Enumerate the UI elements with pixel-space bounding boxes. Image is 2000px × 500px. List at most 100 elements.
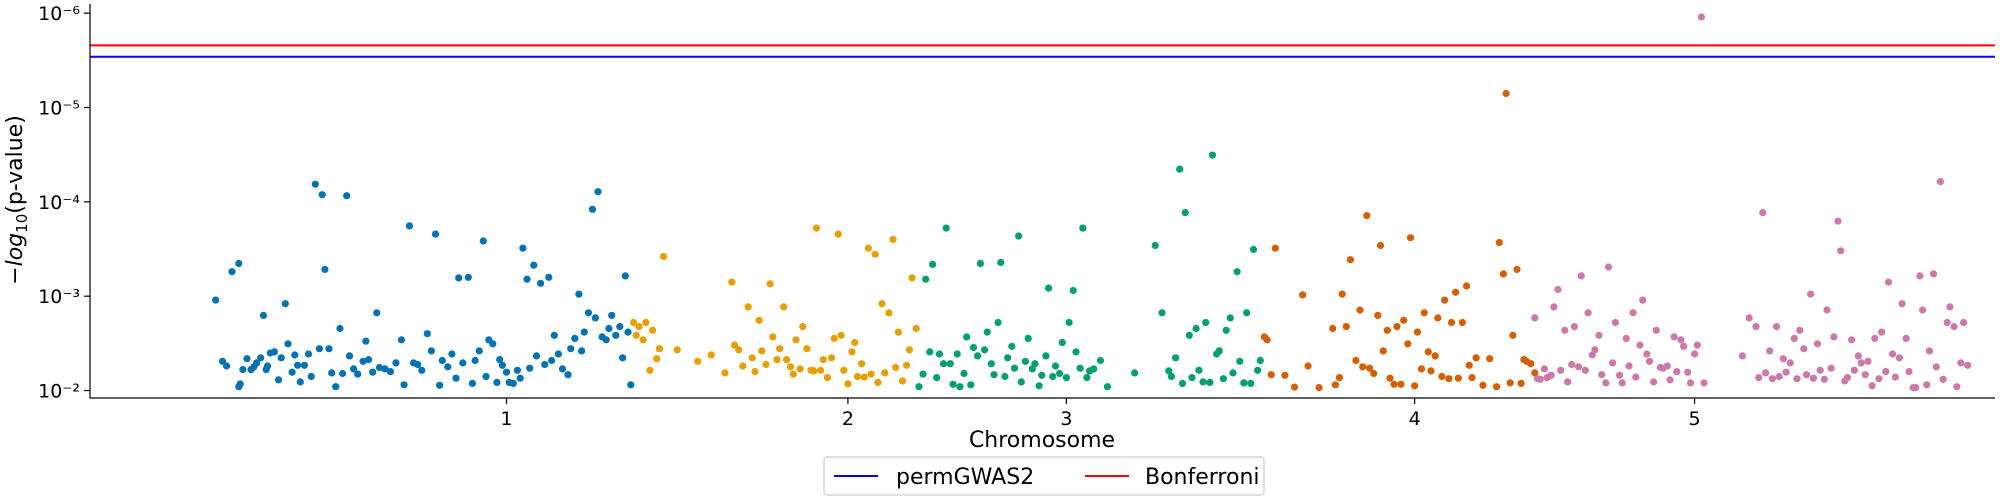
data-point: [1447, 318, 1456, 327]
data-point: [769, 333, 777, 341]
data-point: [1263, 336, 1271, 344]
data-point: [1663, 362, 1671, 370]
data-point: [418, 366, 426, 374]
data-point: [1875, 375, 1883, 383]
data-point: [1008, 342, 1016, 350]
data-point: [1386, 374, 1394, 382]
data-point: [1479, 381, 1487, 389]
data-point: [1346, 256, 1354, 264]
data-point: [1445, 375, 1453, 383]
data-point: [721, 369, 729, 377]
data-point: [1226, 314, 1234, 322]
data-point: [990, 371, 998, 379]
data-point: [1010, 364, 1019, 372]
data-point: [624, 328, 632, 336]
data-point: [575, 290, 583, 298]
y-axis-title: −log10(p-value): [3, 115, 31, 285]
data-point: [1591, 346, 1599, 354]
data-point: [974, 352, 982, 360]
data-point: [864, 244, 873, 252]
data-point: [1192, 324, 1200, 333]
data-point: [1472, 354, 1480, 362]
data-point: [919, 370, 927, 378]
data-point: [1916, 272, 1924, 280]
data-point: [1871, 334, 1879, 342]
data-point: [755, 316, 763, 324]
data-point: [1431, 352, 1439, 360]
data-point: [1957, 359, 1965, 367]
data-point: [1172, 354, 1180, 362]
data-point: [369, 368, 377, 376]
data-point: [1848, 336, 1856, 344]
data-point: [786, 363, 795, 371]
data-point: [1233, 268, 1241, 276]
data-point: [263, 362, 272, 370]
data-point: [1686, 379, 1695, 387]
data-point: [1434, 314, 1442, 322]
data-point: [1953, 383, 1961, 391]
data-point: [827, 354, 836, 362]
data-point: [578, 347, 586, 355]
data-point: [1673, 368, 1681, 376]
data-point: [414, 360, 422, 369]
data-point: [1861, 371, 1869, 379]
data-point: [1338, 290, 1346, 298]
data-point: [328, 369, 336, 377]
data-point: [300, 361, 308, 369]
data-point: [1495, 238, 1503, 247]
axes: [89, 4, 1995, 399]
data-point: [1042, 352, 1050, 360]
data-point: [812, 224, 821, 232]
data-point: [530, 261, 538, 269]
data-point: [1604, 263, 1613, 271]
data-point: [345, 352, 354, 360]
data-point: [1889, 350, 1897, 358]
data-point: [1531, 314, 1539, 322]
data-point: [1185, 331, 1193, 339]
data-point: [343, 192, 351, 200]
data-point: [1342, 323, 1350, 331]
data-point: [509, 379, 517, 387]
data-point: [1527, 360, 1535, 368]
data-point: [1772, 323, 1781, 331]
data-point: [823, 374, 832, 382]
data-point: [1299, 291, 1307, 299]
data-point: [1912, 384, 1920, 392]
data-point: [1929, 270, 1938, 278]
data-point: [1650, 378, 1658, 386]
data-point: [1843, 374, 1852, 382]
data-point: [381, 365, 389, 373]
data-point: [935, 350, 944, 358]
data-point: [523, 275, 531, 283]
data-point: [908, 274, 916, 282]
data-point: [1568, 360, 1576, 369]
data-point: [803, 345, 811, 353]
data-point: [519, 244, 527, 252]
data-point: [554, 350, 563, 358]
data-point: [1581, 366, 1589, 374]
data-point: [288, 368, 296, 376]
data-point: [1254, 366, 1262, 374]
data-point: [762, 360, 770, 369]
data-point: [427, 347, 435, 355]
data-point: [489, 340, 497, 348]
data-point: [796, 365, 804, 373]
data-point: [236, 380, 244, 388]
data-point: [1502, 89, 1510, 98]
data-point: [318, 191, 326, 199]
data-point: [953, 350, 961, 358]
data-point: [502, 368, 511, 376]
data-point: [1499, 270, 1507, 278]
data-points-layer: [212, 13, 1972, 392]
data-point: [223, 362, 231, 370]
data-point: [646, 366, 654, 374]
data-point: [1400, 316, 1408, 324]
data-point: [1584, 309, 1592, 317]
data-point: [1290, 383, 1299, 391]
data-point: [1557, 366, 1565, 374]
data-point: [438, 356, 446, 365]
data-point: [1652, 326, 1660, 334]
data-point: [321, 265, 329, 273]
x-tick-label: 2: [842, 408, 854, 430]
data-point: [1670, 333, 1678, 341]
